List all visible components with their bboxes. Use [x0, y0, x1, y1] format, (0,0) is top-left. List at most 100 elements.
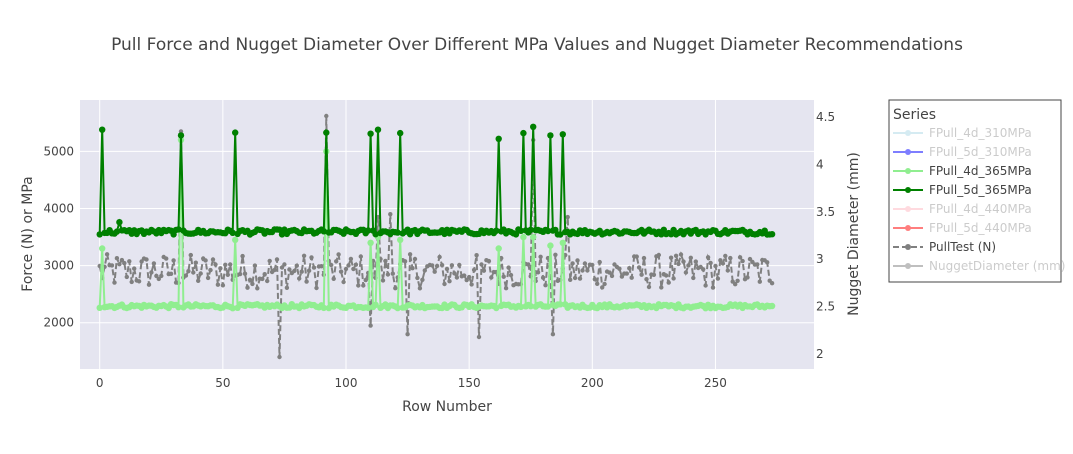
- legend-swatch-marker: [905, 225, 911, 231]
- data-point: [104, 252, 110, 257]
- data-point: [745, 275, 750, 280]
- data-point: [602, 281, 607, 287]
- data-point: [277, 354, 282, 360]
- legend-label: PullTest (N): [929, 240, 996, 254]
- data-point: [597, 259, 602, 265]
- data-point: [363, 277, 368, 283]
- data-point: [116, 219, 123, 226]
- data-point: [617, 266, 622, 271]
- data-point: [250, 281, 255, 287]
- data-point: [301, 253, 307, 258]
- data-point: [338, 269, 344, 274]
- series-line: [98, 115, 773, 358]
- data-point: [218, 266, 223, 271]
- data-point: [757, 279, 762, 284]
- data-point: [651, 272, 657, 277]
- data-point: [203, 258, 208, 263]
- data-point: [469, 282, 474, 287]
- data-point: [136, 279, 142, 284]
- data-point: [149, 270, 154, 275]
- data-point: [294, 263, 299, 268]
- data-point: [144, 257, 149, 262]
- data-point: [229, 229, 236, 236]
- data-point: [262, 272, 267, 277]
- data-point: [676, 261, 681, 267]
- data-point: [154, 273, 159, 279]
- data-point: [186, 269, 191, 274]
- data-point: [232, 129, 239, 136]
- data-point: [708, 260, 713, 266]
- data-point: [171, 258, 176, 263]
- data-point: [442, 281, 447, 287]
- data-point: [267, 258, 272, 264]
- data-point: [146, 282, 152, 287]
- data-point: [506, 265, 511, 270]
- data-point: [577, 276, 583, 281]
- data-point: [168, 271, 174, 276]
- data-point: [367, 130, 374, 137]
- data-point: [390, 271, 395, 276]
- data-point: [237, 271, 243, 277]
- data-point: [705, 255, 711, 260]
- legend-item: FPull_5d_440MPa: [893, 221, 1032, 235]
- data-point: [299, 269, 304, 274]
- x-tick-label: 100: [335, 376, 358, 390]
- data-point: [252, 263, 258, 268]
- data-point: [394, 229, 401, 236]
- y-axis-label: Force (N) or MPa: [20, 176, 36, 291]
- y2-tick-label: 3.5: [816, 205, 835, 219]
- data-point: [415, 275, 420, 281]
- data-point: [737, 255, 743, 260]
- data-point: [444, 266, 450, 272]
- data-point: [351, 266, 356, 272]
- data-point: [213, 262, 218, 267]
- data-point: [407, 252, 413, 257]
- x-tick-label: 0: [96, 376, 104, 390]
- data-point: [718, 258, 723, 263]
- data-point: [503, 286, 509, 291]
- data-point: [372, 301, 379, 308]
- data-point: [493, 304, 500, 312]
- data-point: [481, 268, 487, 273]
- legend-item: NuggetDiameter (mm): [893, 259, 1065, 273]
- legend-swatch-marker: [905, 244, 911, 250]
- data-point: [320, 304, 327, 312]
- data-point: [99, 126, 106, 133]
- data-point: [417, 286, 423, 291]
- data-point: [353, 262, 359, 267]
- data-point: [733, 282, 738, 287]
- data-point: [223, 262, 228, 267]
- data-point: [188, 252, 193, 258]
- data-point: [210, 257, 216, 262]
- data-point: [385, 272, 391, 277]
- series-fpull-4d-365mpa: [96, 136, 776, 312]
- data-point: [276, 226, 283, 233]
- data-point: [607, 270, 612, 275]
- data-point: [109, 263, 115, 268]
- data-point: [434, 263, 440, 269]
- data-point: [686, 263, 691, 268]
- data-point: [557, 231, 564, 238]
- x-tick-label: 50: [215, 376, 230, 390]
- data-point: [580, 268, 585, 273]
- data-point: [664, 273, 669, 278]
- data-point: [681, 259, 686, 264]
- data-point: [323, 129, 330, 136]
- data-point: [740, 258, 745, 264]
- data-point: [678, 252, 684, 257]
- data-point: [765, 260, 770, 265]
- data-point: [393, 286, 398, 291]
- data-point: [462, 273, 467, 278]
- data-point: [538, 254, 543, 259]
- data-point: [568, 277, 573, 282]
- data-point: [422, 268, 427, 273]
- y-tick-label: 5000: [43, 144, 74, 158]
- data-point: [372, 231, 379, 238]
- data-point: [769, 281, 775, 286]
- legend-swatch-marker: [905, 187, 911, 193]
- y-tick-label: 4000: [43, 202, 74, 216]
- data-point: [336, 252, 341, 257]
- data-point: [278, 231, 286, 238]
- data-point: [96, 304, 103, 311]
